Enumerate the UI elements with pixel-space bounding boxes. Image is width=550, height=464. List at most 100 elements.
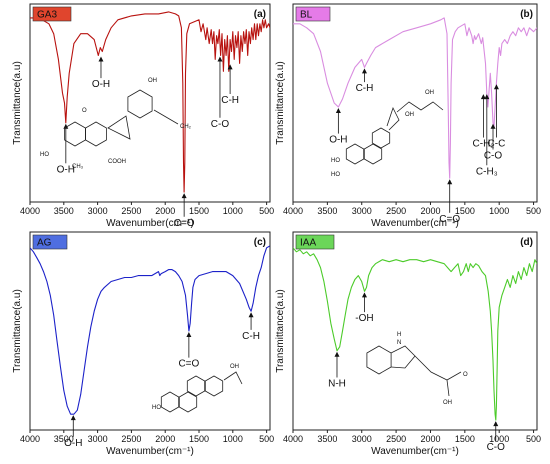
- x-tick-label: 2000: [155, 434, 175, 444]
- panel-3: 4000 3500 3000 2500 2000 1500 1000 500 Wavenumbe…: [12, 231, 274, 457]
- x-tick-label: 2500: [121, 434, 141, 444]
- annotation-label: O-H: [57, 164, 75, 175]
- annotation-arrowhead: [484, 94, 490, 100]
- spectrum-line: [30, 245, 270, 415]
- x-tick-label: 2500: [121, 206, 141, 216]
- x-tick-label: 3000: [88, 206, 108, 216]
- annotation-arrowhead: [361, 292, 367, 298]
- structure-label: HO: [40, 152, 49, 158]
- x-tick-label: 500: [526, 434, 541, 444]
- annotation-arrowhead: [186, 332, 192, 337]
- sample-tag-label: BL: [300, 10, 313, 21]
- x-tick-label: 3000: [352, 206, 372, 216]
- plot-frame: [292, 231, 538, 431]
- annotation-label: O-H: [329, 135, 347, 146]
- annotation-label: C-O: [484, 150, 503, 161]
- sample-tag-label: AG: [37, 238, 52, 249]
- structure-label: OH: [443, 400, 452, 406]
- annotation-label: C-C: [488, 139, 506, 150]
- spectrum-line: [30, 11, 270, 193]
- panel-label: (a): [254, 9, 266, 20]
- panel-label: (c): [254, 237, 266, 248]
- x-tick-label: 1000: [223, 434, 243, 444]
- sample-tag: [32, 6, 72, 22]
- x-tick-label: 2000: [155, 206, 175, 216]
- annotation-arrowhead: [334, 351, 340, 357]
- annotation-arrowhead: [490, 123, 496, 129]
- panel-label: (d): [520, 237, 533, 248]
- annotation-label: N-H: [328, 378, 346, 389]
- structure-label: HO: [331, 158, 340, 164]
- annotation-arrowhead: [70, 415, 76, 421]
- plot-frame: [29, 231, 271, 431]
- structure-drawing: HO HO OH OH: [331, 90, 444, 178]
- structure-label: OH: [405, 112, 414, 118]
- annotation-arrowhead: [98, 56, 104, 62]
- plot-frame: [292, 3, 538, 203]
- structure-label: O: [82, 108, 87, 114]
- x-tick-label: 1000: [489, 206, 509, 216]
- panel-2: 4000 3500 3000 2500 2000 1500 1000 500 Wavenumbe…: [275, 3, 541, 229]
- y-axis-title: Transmittance(a.u): [12, 61, 23, 145]
- annotation-arrowhead: [335, 107, 341, 113]
- annotation-label: C=O: [439, 214, 460, 225]
- x-tick-label: 2000: [420, 434, 440, 444]
- x-axis-title: Wavenumber(cm⁻¹): [106, 218, 194, 229]
- annotation-label: C-O: [211, 119, 230, 130]
- x-tick-label: 1500: [189, 434, 209, 444]
- x-tick-label: 4000: [283, 206, 303, 216]
- annotation-label: C=O: [178, 359, 199, 370]
- annotation-label: C-H₂: [473, 139, 495, 150]
- x-tick-label: 3500: [317, 206, 337, 216]
- x-tick-label: 500: [526, 206, 541, 216]
- structure-label: COOH: [108, 159, 126, 165]
- x-tick-label: 1000: [489, 434, 509, 444]
- annotation-label: C-O: [487, 442, 506, 453]
- annotation-arrowhead: [217, 56, 223, 62]
- structure-label: N: [397, 340, 401, 346]
- sample-tag-label: GA3: [37, 10, 57, 21]
- panel-4: 4000 3500 3000 2500 2000 1500 1000 500 Wavenumbe…: [275, 231, 541, 457]
- structure-label: HO: [331, 172, 340, 178]
- x-tick-label: 3500: [54, 206, 74, 216]
- x-tick-label: 1500: [189, 206, 209, 216]
- annotation-label: C=O: [174, 218, 195, 229]
- x-tick-label: 3000: [88, 434, 108, 444]
- x-tick-label: 3000: [352, 434, 372, 444]
- structure-label: OH: [230, 364, 239, 370]
- x-tick-label: 1000: [223, 206, 243, 216]
- annotation-label: -OH: [355, 313, 373, 324]
- annotation-label: C-H: [221, 95, 239, 106]
- x-tick-label: 2500: [386, 206, 406, 216]
- x-tick-label: 500: [259, 206, 274, 216]
- panel-label: (b): [520, 9, 533, 20]
- y-axis-title: Transmittance(a.u): [275, 289, 286, 373]
- structure-drawing: O OH HO CH₃ COOH CH₂: [40, 78, 192, 170]
- x-tick-label: 2500: [386, 434, 406, 444]
- plot-frame: [29, 3, 271, 203]
- x-tick-label: 3500: [54, 434, 74, 444]
- structure-label: H: [397, 332, 401, 338]
- structure-label: OH: [148, 78, 157, 84]
- structure-drawing: HO OH: [152, 364, 243, 413]
- x-tick-label: 4000: [283, 434, 303, 444]
- x-axis-title: Wavenumber(cm⁻¹): [371, 218, 459, 229]
- x-axis-title: Wavenumber(cm⁻¹): [371, 446, 459, 457]
- x-tick-label: 4000: [20, 206, 40, 216]
- annotation-arrowhead: [227, 64, 233, 70]
- x-axis-title: Wavenumber(cm⁻¹): [106, 446, 194, 457]
- x-tick-label: 4000: [20, 434, 40, 444]
- y-axis-title: Transmittance(a.u): [275, 61, 286, 145]
- annotation-arrowhead: [248, 312, 254, 318]
- structure-label: CH₃: [72, 164, 84, 170]
- annotation-label: C-H: [242, 331, 260, 342]
- annotation-arrowhead: [361, 68, 367, 74]
- y-axis-title: Transmittance(a.u): [12, 289, 23, 373]
- x-tick-label: 1500: [455, 206, 475, 216]
- structure-drawing: HN OH O: [366, 332, 468, 406]
- spectrum-line: [293, 247, 537, 421]
- panel-1: 4000 3500 3000 2500 2000 1500 1000 500 Wavenumbe…: [12, 3, 274, 229]
- annotation-arrowhead: [181, 193, 187, 199]
- annotation-arrowhead: [447, 179, 453, 185]
- x-tick-label: 500: [259, 434, 274, 444]
